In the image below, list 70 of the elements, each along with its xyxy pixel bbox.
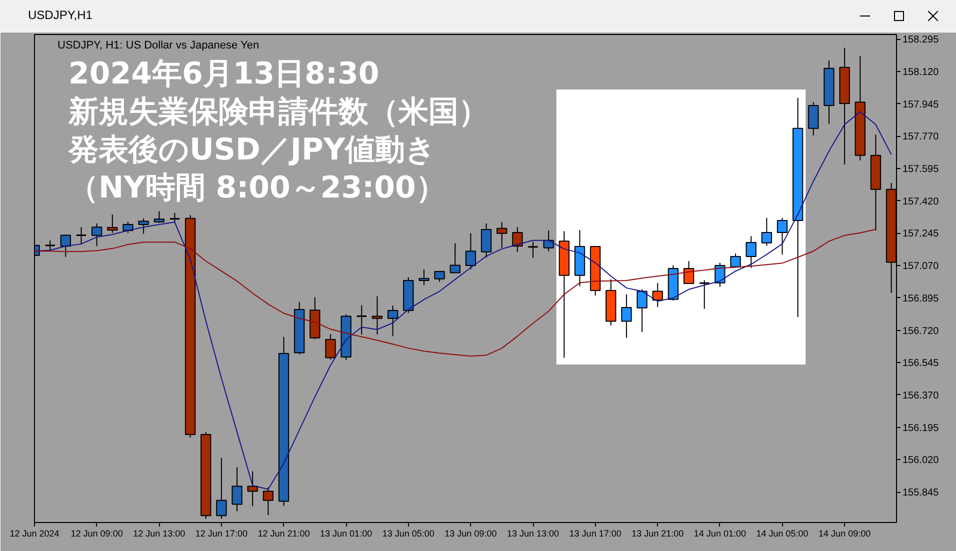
y-tick-label: 156.370 bbox=[902, 390, 940, 402]
x-tick-label: 12 Jun 09:00 bbox=[70, 528, 123, 538]
candlestick bbox=[621, 294, 632, 338]
candlestick bbox=[698, 280, 710, 310]
candlestick bbox=[44, 240, 56, 251]
y-tick-label: 157.245 bbox=[902, 228, 940, 240]
chart-subtitle: USDJPY, H1: US Dollar vs Japanese Yen bbox=[58, 40, 260, 52]
candlestick bbox=[76, 226, 87, 245]
y-tick-label: 156.020 bbox=[902, 455, 940, 466]
y-tick-label: 156.195 bbox=[902, 422, 940, 434]
x-tick-label: 12 Jun 21:00 bbox=[258, 528, 310, 538]
candlestick bbox=[372, 296, 383, 336]
y-tick-label: 157.770 bbox=[902, 132, 940, 143]
x-tick-label: 13 Jun 05:00 bbox=[382, 528, 434, 538]
x-tick-label: 12 Jun 17:00 bbox=[195, 528, 248, 538]
y-tick-label: 156.720 bbox=[902, 326, 940, 337]
x-tick-label: 13 Jun 17:00 bbox=[569, 528, 622, 538]
candlestick bbox=[262, 486, 274, 516]
candlestick bbox=[527, 241, 539, 258]
candlestick bbox=[154, 210, 164, 224]
candlestick bbox=[450, 242, 460, 274]
candlestick bbox=[434, 270, 445, 282]
x-tick-label: 14 Jun 09:00 bbox=[818, 528, 871, 538]
candlestick bbox=[465, 232, 476, 270]
candlestick bbox=[107, 214, 118, 234]
x-tick-label: 13 Jun 21:00 bbox=[632, 528, 684, 538]
y-tick-label: 155.845 bbox=[902, 488, 940, 498]
candlestick bbox=[636, 288, 648, 332]
annotation: （NY時間 8:00～23:00） bbox=[68, 170, 446, 206]
candlestick bbox=[216, 457, 227, 520]
candlestick bbox=[169, 212, 180, 224]
y-tick-label: 157.945 bbox=[902, 99, 940, 110]
candlestick bbox=[91, 222, 102, 247]
candlestick bbox=[325, 334, 336, 360]
candlestick bbox=[761, 217, 772, 246]
candlestick bbox=[776, 217, 788, 255]
candlestick bbox=[247, 470, 258, 507]
y-tick-label: 158.295 bbox=[902, 34, 940, 46]
chart-title: USDJPY,H1 bbox=[28, 7, 92, 24]
y-tick-label: 157.070 bbox=[902, 261, 940, 272]
candlestick bbox=[746, 236, 756, 268]
candlestick bbox=[356, 304, 368, 336]
x-tick-label: 14 Jun 01:00 bbox=[694, 528, 746, 538]
candlestick bbox=[808, 102, 819, 136]
x-tick-label: 12 Jun 13:00 bbox=[133, 528, 186, 538]
candlestick bbox=[418, 268, 430, 286]
y-tick-label: 156.545 bbox=[902, 358, 940, 370]
y-tick-label: 158.120 bbox=[902, 66, 940, 78]
candlestick bbox=[387, 304, 398, 337]
x-tick-label: 13 Jun 13:00 bbox=[506, 528, 560, 538]
y-tick-label: 157.595 bbox=[902, 164, 940, 176]
candlestick bbox=[730, 253, 741, 268]
candlestick bbox=[683, 260, 694, 284]
annotation: 新規失業保険申請件数（米国） bbox=[68, 94, 488, 130]
candlestick bbox=[138, 218, 149, 234]
x-tick-label: 13 Jun 09:00 bbox=[444, 528, 497, 538]
line-series bbox=[34, 228, 876, 357]
candlestick bbox=[60, 234, 71, 258]
y-tick-label: 156.895 bbox=[902, 293, 940, 304]
candlestick bbox=[512, 226, 523, 252]
annotation: 2024年6月13日8:30 bbox=[68, 56, 380, 92]
x-tick-label: 14 Jun 05:00 bbox=[756, 528, 808, 538]
candlestick bbox=[480, 222, 492, 258]
candlestick bbox=[496, 222, 508, 248]
y-tick-label: 157.420 bbox=[902, 196, 940, 208]
x-tick-label: 12 Jun 2024 bbox=[10, 528, 60, 538]
candlestick bbox=[232, 466, 242, 512]
x-tick-label: 13 Jun 01:00 bbox=[320, 528, 372, 538]
annotation: 発表後のUSD／JPY値動き bbox=[68, 132, 436, 168]
candlestick bbox=[122, 221, 134, 234]
